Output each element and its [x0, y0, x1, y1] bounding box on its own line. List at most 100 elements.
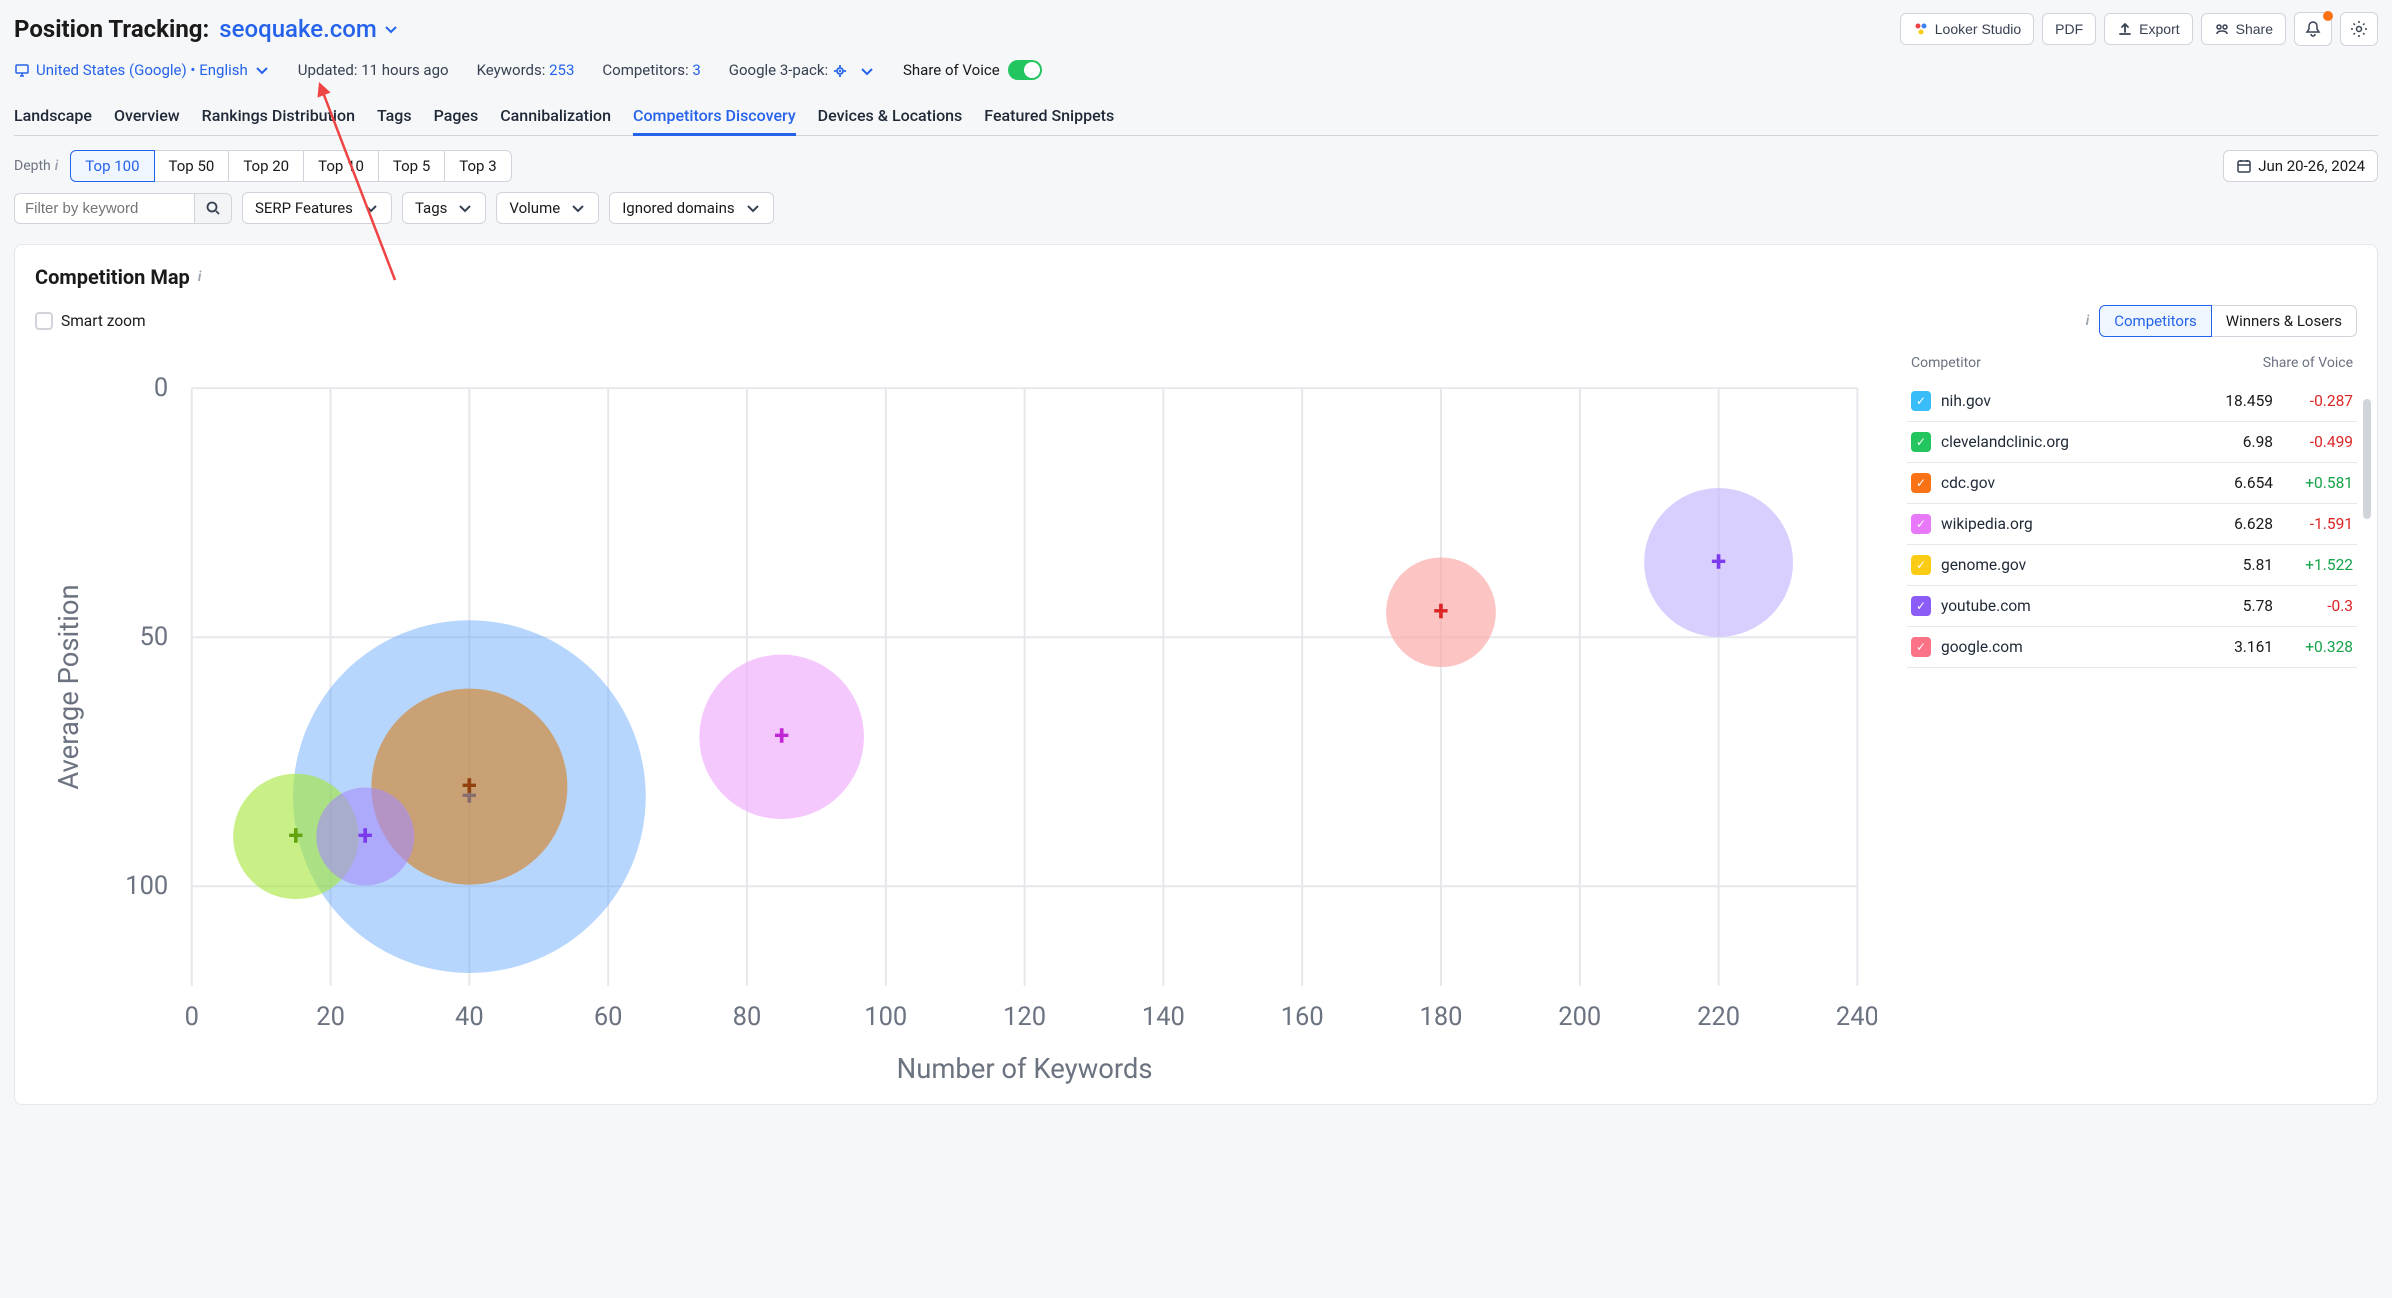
search-button[interactable]	[194, 193, 232, 224]
svg-text:Average Position: Average Position	[53, 584, 85, 789]
svg-text:Number of Keywords: Number of Keywords	[897, 1053, 1153, 1085]
info-icon[interactable]: i	[198, 269, 202, 285]
svg-text:+: +	[774, 720, 789, 752]
share-icon	[2214, 21, 2230, 37]
export-button[interactable]: Export	[2104, 13, 2192, 45]
tab-featured-snippets[interactable]: Featured Snippets	[984, 98, 1114, 135]
svg-text:60: 60	[594, 1002, 623, 1032]
date-range-picker[interactable]: Jun 20-26, 2024	[2223, 150, 2378, 182]
looker-icon	[1913, 21, 1929, 37]
export-label: Export	[2139, 21, 2179, 37]
calendar-icon	[2236, 158, 2252, 174]
looker-label: Looker Studio	[1935, 21, 2021, 37]
page-title: Position Tracking:	[14, 15, 209, 43]
competitor-name: google.com	[1941, 638, 2193, 656]
svg-text:160: 160	[1281, 1002, 1324, 1032]
svg-text:100: 100	[864, 1002, 907, 1032]
sov-value: 6.654	[2203, 474, 2273, 492]
svg-text:220: 220	[1697, 1002, 1740, 1032]
tab-rankings-distribution[interactable]: Rankings Distribution	[202, 98, 355, 135]
svg-text:0: 0	[154, 373, 168, 403]
competitor-name: youtube.com	[1941, 597, 2193, 615]
sov-delta: -1.591	[2283, 515, 2353, 533]
depth-segment: Top 100Top 50Top 20Top 10Top 5Top 3	[70, 150, 511, 182]
notifications-button[interactable]	[2294, 12, 2332, 46]
row-checkbox[interactable]: ✓	[1911, 391, 1931, 411]
bell-icon	[2304, 20, 2322, 38]
table-row[interactable]: ✓ cdc.gov 6.654 +0.581	[1907, 463, 2357, 504]
sov-delta: +0.581	[2283, 474, 2353, 492]
competitors-table: Competitor Share of Voice ✓ nih.gov 18.4…	[1907, 349, 2357, 668]
domain-text: seoquake.com	[219, 15, 377, 43]
svg-text:40: 40	[455, 1002, 484, 1032]
row-checkbox[interactable]: ✓	[1911, 555, 1931, 575]
filter-tags[interactable]: Tags	[402, 192, 486, 224]
table-row[interactable]: ✓ google.com 3.161 +0.328	[1907, 627, 2357, 668]
pdf-button[interactable]: PDF	[2042, 13, 2096, 45]
table-row[interactable]: ✓ nih.gov 18.459 -0.287	[1907, 381, 2357, 422]
tab-landscape[interactable]: Landscape	[14, 98, 92, 135]
table-row[interactable]: ✓ youtube.com 5.78 -0.3	[1907, 586, 2357, 627]
table-row[interactable]: ✓ genome.gov 5.81 +1.522	[1907, 545, 2357, 586]
competitor-name: nih.gov	[1941, 392, 2193, 410]
competitors-info[interactable]: Competitors: 3	[602, 61, 700, 79]
filter-serp-features[interactable]: SERP Features	[242, 192, 392, 224]
row-checkbox[interactable]: ✓	[1911, 596, 1931, 616]
competition-map-chart[interactable]: 020406080100120140160180200220240050100+…	[35, 349, 1877, 1094]
smart-zoom-checkbox[interactable]	[35, 312, 53, 330]
locale-dropdown[interactable]: United States (Google) • English	[14, 61, 270, 79]
depth-option-top-3[interactable]: Top 3	[444, 150, 511, 182]
share-button[interactable]: Share	[2201, 13, 2286, 45]
share-of-voice-toggle[interactable]: Share of Voice	[903, 60, 1042, 80]
row-checkbox[interactable]: ✓	[1911, 514, 1931, 534]
sov-delta: +1.522	[2283, 556, 2353, 574]
table-row[interactable]: ✓ clevelandclinic.org 6.98 -0.499	[1907, 422, 2357, 463]
looker-studio-button[interactable]: Looker Studio	[1900, 13, 2034, 45]
tabs: Landscape Overview Rankings Distribution Ta…	[14, 98, 2378, 136]
depth-option-top-100[interactable]: Top 100	[70, 150, 154, 182]
depth-option-top-5[interactable]: Top 5	[378, 150, 445, 182]
svg-text:+: +	[462, 769, 477, 801]
sov-delta: +0.328	[2283, 638, 2353, 656]
svg-text:+: +	[1434, 595, 1449, 627]
search-input[interactable]	[14, 193, 194, 224]
tab-cannibalization[interactable]: Cannibalization	[500, 98, 611, 135]
settings-button[interactable]	[2340, 12, 2378, 46]
keyword-filter[interactable]	[14, 193, 232, 224]
google-3pack-dropdown[interactable]: Google 3-pack:	[729, 61, 875, 79]
tab-devices-locations[interactable]: Devices & Locations	[818, 98, 963, 135]
scrollbar[interactable]	[2363, 399, 2371, 519]
view-option-winners-losers[interactable]: Winners & Losers	[2211, 305, 2357, 337]
depth-option-top-10[interactable]: Top 10	[303, 150, 379, 182]
desktop-icon	[14, 62, 30, 78]
depth-option-top-20[interactable]: Top 20	[228, 150, 304, 182]
svg-text:100: 100	[125, 871, 168, 901]
info-icon[interactable]: i	[55, 158, 59, 174]
keywords-info[interactable]: Keywords: 253	[477, 61, 575, 79]
row-checkbox[interactable]: ✓	[1911, 637, 1931, 657]
row-checkbox[interactable]: ✓	[1911, 473, 1931, 493]
sov-value: 6.98	[2203, 433, 2273, 451]
filter-ignored-domains[interactable]: Ignored domains	[609, 192, 773, 224]
info-icon[interactable]: i	[2086, 313, 2090, 329]
domain-dropdown[interactable]: seoquake.com	[219, 15, 399, 43]
smart-zoom-checkbox-wrap: Smart zoom	[35, 312, 146, 330]
competitor-name: wikipedia.org	[1941, 515, 2193, 533]
tab-pages[interactable]: Pages	[434, 98, 479, 135]
view-option-competitors[interactable]: Competitors	[2099, 305, 2212, 337]
row-checkbox[interactable]: ✓	[1911, 432, 1931, 452]
svg-text:20: 20	[316, 1002, 345, 1032]
svg-text:120: 120	[1003, 1002, 1046, 1032]
tab-competitors-discovery[interactable]: Competitors Discovery	[633, 98, 796, 135]
table-row[interactable]: ✓ wikipedia.org 6.628 -1.591	[1907, 504, 2357, 545]
sov-value: 5.78	[2203, 597, 2273, 615]
svg-text:240: 240	[1836, 1002, 1877, 1032]
depth-option-top-50[interactable]: Top 50	[154, 150, 230, 182]
toggle-switch[interactable]	[1008, 60, 1042, 80]
svg-text:+: +	[1711, 545, 1726, 577]
location-icon	[832, 63, 848, 79]
tab-tags[interactable]: Tags	[377, 98, 412, 135]
search-icon	[205, 200, 221, 216]
tab-overview[interactable]: Overview	[114, 98, 180, 135]
filter-volume[interactable]: Volume	[496, 192, 599, 224]
